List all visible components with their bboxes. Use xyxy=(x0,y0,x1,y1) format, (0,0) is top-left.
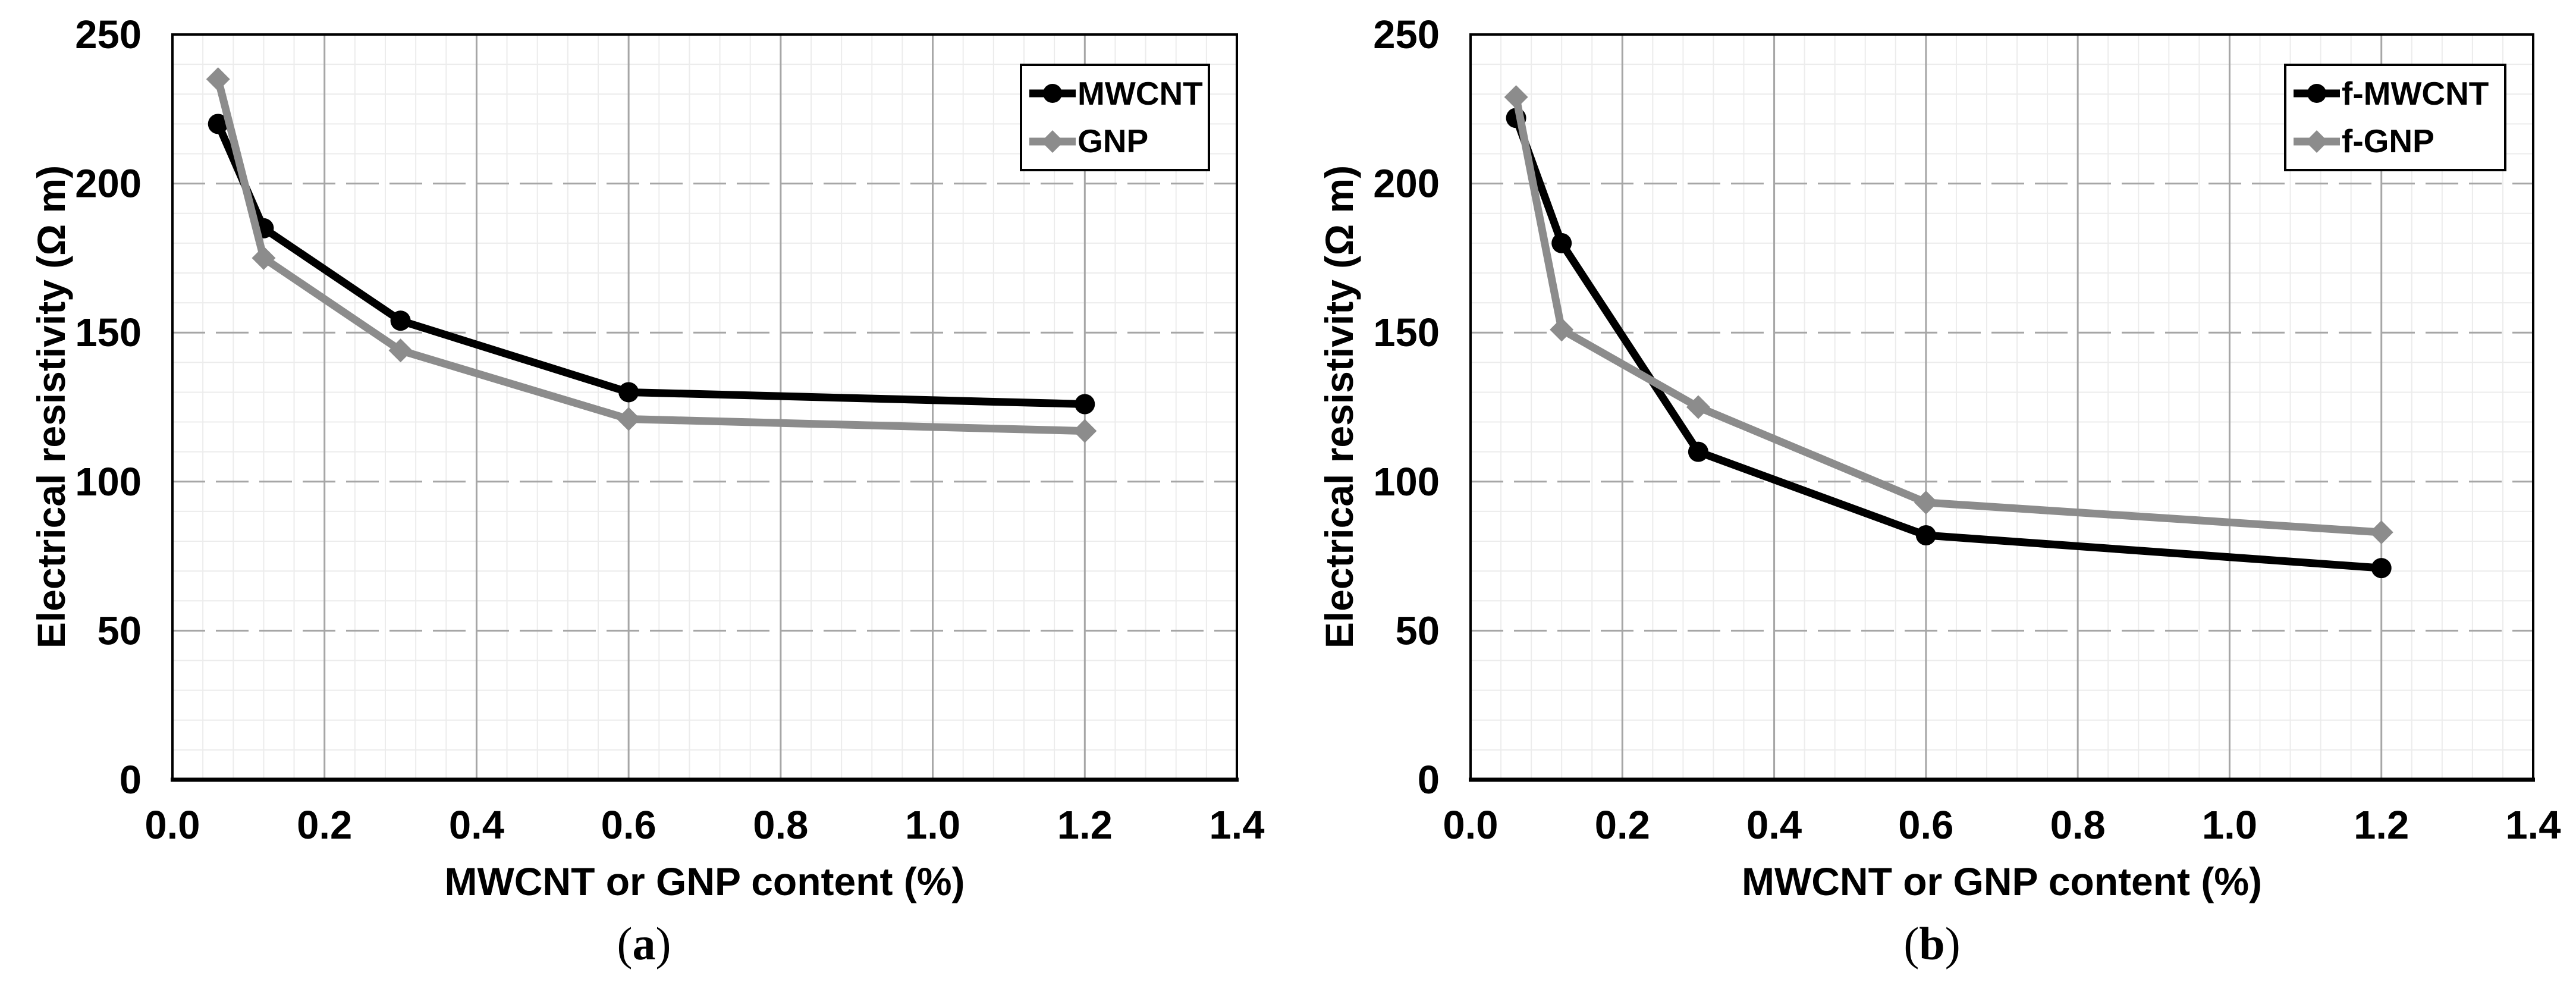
legend: MWCNT GNP xyxy=(1020,64,1210,171)
circle-marker xyxy=(1688,441,1708,462)
y-tick-label: 50 xyxy=(1395,608,1440,653)
legend-marker-sample xyxy=(2294,130,2340,153)
y-tick-label: 150 xyxy=(75,310,142,355)
series-layer xyxy=(1504,85,2393,579)
plot-frame xyxy=(171,33,1239,782)
y-axis-title: Electrical resistivity (Ω m) xyxy=(29,165,73,649)
legend-item: f-GNP xyxy=(2294,124,2504,159)
x-tick-label: 0.2 xyxy=(297,803,352,848)
legend-item: f-MWCNT xyxy=(2294,76,2504,111)
y-tick-label: 0 xyxy=(1418,758,1440,802)
x-axis-title: MWCNT or GNP content (%) xyxy=(444,859,965,903)
diamond-marker xyxy=(1073,419,1097,443)
legend-item-label: GNP xyxy=(1077,123,1149,160)
series-GNP-line xyxy=(214,75,1089,435)
caption-paren-open: ( xyxy=(617,918,633,969)
y-tick-label: 0 xyxy=(120,758,142,802)
major-gridlines xyxy=(1471,34,2533,780)
x-tick-label: 0.6 xyxy=(1898,803,1953,848)
circle-marker xyxy=(2307,84,2326,103)
x-tick-label: 0.0 xyxy=(144,803,200,848)
circle-marker xyxy=(1551,233,1572,253)
diamond-marker xyxy=(206,67,230,92)
chart-panel-b: 0.0 0.2 0.4 0.6 0.8 1.0 1.2 1.4 0 50 100 150 200 250 … xyxy=(1288,0,2576,998)
panel-caption: (a) xyxy=(0,921,1288,967)
legend-item: MWCNT xyxy=(1029,76,1208,111)
circle-marker xyxy=(390,310,411,331)
circle-marker xyxy=(618,382,639,403)
y-tick-label: 200 xyxy=(75,162,142,206)
caption-paren-close: ) xyxy=(655,918,671,969)
legend-item-label: f-MWCNT xyxy=(2342,74,2489,112)
x-tick-label: 1.2 xyxy=(2354,803,2409,848)
diamond-marker xyxy=(617,407,641,431)
legend-item-label: MWCNT xyxy=(1077,74,1203,112)
x-tick-label: 0.0 xyxy=(1443,803,1498,848)
legend-marker-sample xyxy=(1029,130,1076,153)
tick-labels: 0.0 0.2 0.4 0.6 0.8 1.0 1.2 1.4 0 50 100 150 200 250 xyxy=(75,12,1264,848)
diamond-marker xyxy=(1550,318,1574,342)
chart-panel-a: 0.0 0.2 0.4 0.6 0.8 1.0 1.2 1.4 0 50 100 150 200 250 … xyxy=(0,12,1288,967)
x-tick-label: 1.4 xyxy=(1209,803,1264,848)
x-tick-label: 1.0 xyxy=(905,803,960,848)
tick-labels: 0.0 0.2 0.4 0.6 0.8 1.0 1.2 1.4 0 50 100 150 200 250 xyxy=(1373,12,2561,848)
diamond-marker xyxy=(2305,130,2328,153)
diamond-marker xyxy=(2369,520,2393,545)
plot-area: 0.0 0.2 0.4 0.6 0.8 1.0 1.2 1.4 0 50 100 150 200 250 xyxy=(1373,12,2561,848)
x-tick-label: 1.4 xyxy=(2505,803,2561,848)
legend-marker-sample xyxy=(1029,84,1076,103)
x-axis-title: MWCNT or GNP content (%) xyxy=(1741,859,2263,903)
x-tick-label: 0.6 xyxy=(601,803,656,848)
plot-area: 0.0 0.2 0.4 0.6 0.8 1.0 1.2 1.4 0 50 100 150 200 250 xyxy=(75,12,1264,848)
x-tick-label: 0.8 xyxy=(753,803,808,848)
caption-paren-close: ) xyxy=(1944,918,1961,969)
diamond-marker xyxy=(1686,395,1710,419)
legend-marker-sample xyxy=(2294,84,2340,103)
legend-item: GNP xyxy=(1029,124,1208,159)
circle-marker xyxy=(208,114,228,134)
y-tick-label: 250 xyxy=(1373,12,1440,57)
series-layer xyxy=(206,67,1097,443)
x-tick-label: 1.0 xyxy=(2202,803,2257,848)
panel-caption: (b) xyxy=(1288,921,2576,967)
legend-item-label: f-GNP xyxy=(2342,123,2434,160)
circle-marker xyxy=(1915,525,1936,546)
series-f-GNP-line xyxy=(1512,93,2386,536)
caption-letter: b xyxy=(1919,918,1945,969)
caption-paren-open: ( xyxy=(1903,918,1920,969)
diamond-marker xyxy=(1914,490,1938,514)
x-tick-label: 0.4 xyxy=(449,803,504,848)
y-tick-label: 150 xyxy=(1373,310,1440,355)
y-tick-label: 50 xyxy=(97,608,142,653)
x-tick-label: 1.2 xyxy=(1057,803,1113,848)
diamond-marker xyxy=(1504,85,1528,109)
x-tick-label: 0.8 xyxy=(2050,803,2106,848)
legend: f-MWCNT f-GNP xyxy=(2284,64,2506,171)
plot-frame xyxy=(1469,33,2535,782)
circle-marker xyxy=(1043,84,1062,103)
caption-letter: a xyxy=(632,918,656,969)
circle-marker xyxy=(2371,558,2392,579)
x-tick-label: 0.4 xyxy=(1746,803,1802,848)
diamond-marker xyxy=(388,338,413,363)
y-tick-label: 250 xyxy=(75,12,142,57)
y-axis-title: Electrical resistivity (Ω m) xyxy=(1317,165,1361,649)
x-tick-label: 0.2 xyxy=(1595,803,1650,848)
diamond-marker xyxy=(1041,130,1064,153)
y-tick-label: 200 xyxy=(1373,162,1440,206)
y-tick-label: 100 xyxy=(1373,460,1440,504)
diamond-marker xyxy=(252,246,276,270)
circle-marker xyxy=(1075,394,1095,415)
y-tick-label: 100 xyxy=(75,460,142,504)
